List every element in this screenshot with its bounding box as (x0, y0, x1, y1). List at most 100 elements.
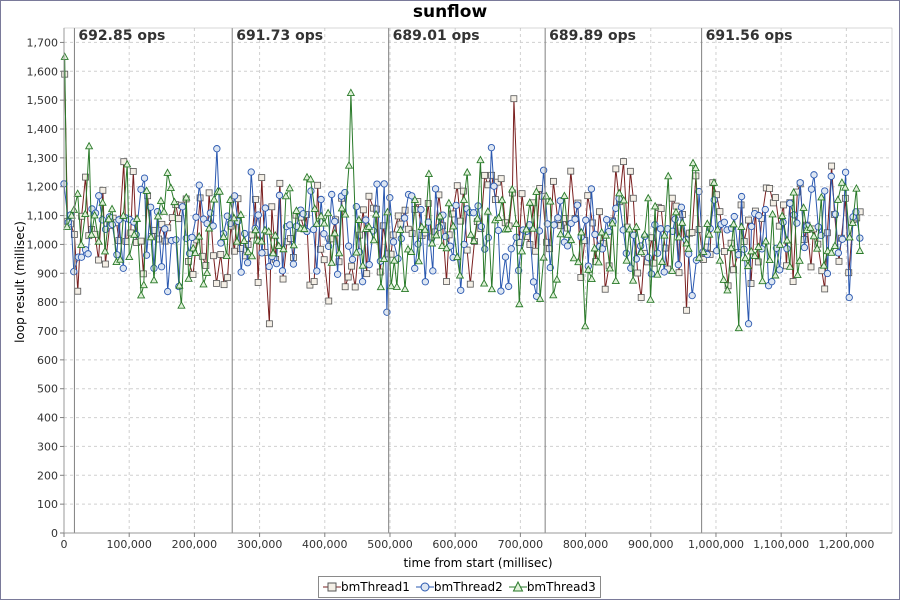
data-point-bmThread3 (310, 204, 319, 212)
data-point-bmThread3 (771, 270, 780, 279)
data-point-bmThread3 (830, 241, 840, 249)
data-point-bmThread3 (407, 247, 416, 255)
data-point-bmThread3 (837, 178, 847, 186)
data-point-bmThread3 (799, 203, 808, 211)
data-point-bmThread3 (60, 52, 69, 60)
data-point-bmThread3 (848, 218, 857, 226)
data-point-bmThread3 (611, 276, 620, 284)
data-point-bmThread3 (622, 256, 631, 264)
data-point-bmThread1 (224, 274, 231, 282)
data-point-bmThread3 (268, 248, 278, 257)
data-point-bmThread3 (306, 174, 315, 183)
data-point-bmThread3 (376, 282, 386, 291)
data-point-bmThread3 (778, 211, 787, 220)
data-point-bmThread3 (62, 222, 72, 230)
y-tick-label: 0 (51, 527, 58, 540)
data-point-bmThread3 (146, 232, 156, 241)
data-point-bmThread1 (202, 262, 210, 269)
data-point-bmThread1 (341, 283, 349, 291)
data-point-bmThread2 (487, 143, 496, 152)
data-point-bmThread3 (833, 195, 843, 203)
data-point-bmThread3 (605, 263, 615, 272)
data-point-bmThread3 (723, 285, 732, 294)
data-point-bmThread1 (189, 271, 197, 278)
data-point-bmThread3 (577, 227, 586, 236)
data-point-bmThread1 (543, 238, 550, 246)
data-point-bmThread3 (750, 251, 759, 259)
data-point-bmThread2 (807, 185, 816, 193)
data-point-bmThread3 (232, 237, 242, 245)
data-point-bmThread2 (309, 225, 318, 234)
y-tick-label: 1,300 (27, 152, 59, 165)
data-point-bmThread3 (166, 183, 176, 192)
data-point-bmThread1 (463, 246, 471, 254)
data-point-bmThread3 (427, 238, 437, 247)
data-point-bmThread2 (254, 211, 262, 219)
x-tick-label: 800,000 (563, 538, 609, 551)
data-point-bmThread3 (346, 88, 356, 96)
data-point-bmThread2 (497, 287, 505, 295)
data-point-bmThread3 (574, 257, 583, 266)
data-point-bmThread3 (107, 204, 117, 213)
data-point-bmThread3 (809, 231, 819, 240)
data-point-bmThread2 (582, 216, 590, 224)
data-point-bmThread2 (243, 259, 252, 267)
data-point-bmThread3 (341, 209, 350, 218)
data-point-bmThread2 (755, 211, 763, 220)
data-point-bmThread2 (261, 204, 269, 212)
chart-title: sunflow (412, 2, 488, 22)
data-point-bmThread3 (684, 244, 693, 252)
data-point-bmThread1 (780, 201, 787, 209)
data-point-bmThread3 (358, 261, 367, 269)
data-point-bmThread2 (150, 264, 158, 272)
data-point-bmThread3 (414, 256, 423, 265)
data-point-bmThread2 (761, 205, 769, 214)
data-point-bmThread3 (194, 231, 204, 240)
data-point-bmThread3 (73, 189, 82, 197)
data-point-bmThread2 (786, 199, 794, 207)
data-point-bmThread2 (146, 203, 155, 211)
data-point-bmThread2 (272, 259, 281, 268)
data-point-bmThread1 (314, 181, 322, 189)
data-point-bmThread2 (192, 213, 200, 221)
data-point-bmThread3 (584, 265, 593, 273)
y-tick-label: 200 (37, 469, 58, 482)
data-point-bmThread3 (646, 295, 655, 303)
data-point-bmThread2 (213, 145, 221, 153)
data-point-bmThread3 (503, 224, 513, 233)
data-point-bmThread1 (510, 95, 518, 103)
data-point-bmThread3 (694, 253, 704, 261)
data-point-bmThread2 (137, 185, 145, 194)
data-point-bmThread3 (175, 280, 184, 289)
data-point-bmThread1 (74, 287, 82, 295)
legend-swatch (323, 582, 341, 592)
data-point-bmThread2 (400, 214, 409, 222)
data-point-bmThread3 (354, 215, 364, 223)
data-point-bmThread2 (539, 166, 548, 174)
data-point-bmThread1 (745, 216, 752, 224)
data-point-bmThread3 (243, 247, 253, 256)
data-point-bmThread1 (122, 237, 130, 245)
data-point-bmThread2 (265, 262, 273, 271)
data-point-bmThread3 (264, 227, 273, 235)
y-tick-label: 1,100 (27, 210, 59, 223)
data-point-bmThread2 (411, 264, 419, 273)
data-point-bmThread2 (362, 216, 370, 224)
data-point-bmThread3 (512, 219, 521, 227)
data-point-bmThread2 (810, 171, 818, 179)
data-point-bmThread3 (424, 169, 434, 177)
data-point-bmThread2 (838, 235, 847, 243)
data-point-bmThread2 (333, 270, 342, 278)
x-tick-label: 200,000 (172, 538, 218, 551)
data-point-bmThread1 (320, 256, 328, 264)
data-point-bmThread1 (443, 278, 450, 285)
y-tick-label: 800 (37, 296, 58, 309)
data-point-bmThread3 (532, 187, 541, 195)
data-point-bmThread3 (737, 222, 746, 230)
data-point-bmThread3 (782, 235, 792, 244)
data-point-bmThread3 (525, 198, 534, 206)
data-point-bmThread3 (312, 219, 321, 227)
data-point-bmThread1 (258, 174, 266, 182)
data-point-bmThread3 (90, 210, 99, 219)
y-tick-label: 100 (37, 498, 58, 511)
